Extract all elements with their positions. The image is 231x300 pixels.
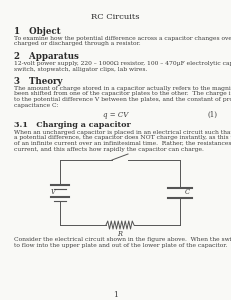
Text: 1: 1: [113, 291, 118, 299]
Text: 3.1   Charging a capacitor: 3.1 Charging a capacitor: [14, 121, 131, 129]
Text: q = CV: q = CV: [103, 111, 128, 119]
Text: V: V: [50, 188, 55, 196]
Text: to the potential difference V between the plates, and the constant of proportion: to the potential difference V between th…: [14, 97, 231, 102]
Text: The amount of charge stored in a capacitor actually refers to the magnitude q of: The amount of charge stored in a capacit…: [14, 86, 231, 91]
Text: charged or discharged through a resistor.: charged or discharged through a resistor…: [14, 41, 141, 46]
Text: been shifted from one of the capacitor plates to the other.  The charge is direc: been shifted from one of the capacitor p…: [14, 92, 231, 97]
Text: capacitance C:: capacitance C:: [14, 103, 59, 107]
Text: When an uncharged capacitor is placed in an electrical circuit such that the pla: When an uncharged capacitor is placed in…: [14, 130, 231, 135]
Text: C: C: [185, 188, 190, 196]
Text: of an infinite current over an infinitesimal time.  Rather, the resistances in t: of an infinite current over an infinites…: [14, 141, 231, 146]
Text: current, and this affects how rapidly the capacitor can charge.: current, and this affects how rapidly th…: [14, 146, 204, 152]
Text: RC Circuits: RC Circuits: [91, 13, 140, 21]
Text: switch, stopwatch, alligator clips, lab wires.: switch, stopwatch, alligator clips, lab …: [14, 67, 147, 71]
Text: (1): (1): [207, 111, 217, 119]
Text: 2   Apparatus: 2 Apparatus: [14, 52, 79, 61]
Text: to flow into the upper plate and out of the lower plate of the capacitor.  This : to flow into the upper plate and out of …: [14, 242, 231, 247]
Text: R: R: [118, 230, 122, 238]
Text: 1   Object: 1 Object: [14, 27, 61, 36]
Text: Consider the electrical circuit shown in the figure above.  When the switch is c: Consider the electrical circuit shown in…: [14, 237, 231, 242]
Text: a potential difference, the capacitor does NOT charge instantly, as this would i: a potential difference, the capacitor do…: [14, 136, 231, 140]
Text: To examine how the potential difference across a capacitor changes over time as : To examine how the potential difference …: [14, 36, 231, 41]
Text: 3   Theory: 3 Theory: [14, 77, 63, 86]
Text: 12-volt power supply, 220 – 1000Ω resistor, 100 – 470µF electrolytic capacitor, : 12-volt power supply, 220 – 1000Ω resist…: [14, 61, 231, 66]
